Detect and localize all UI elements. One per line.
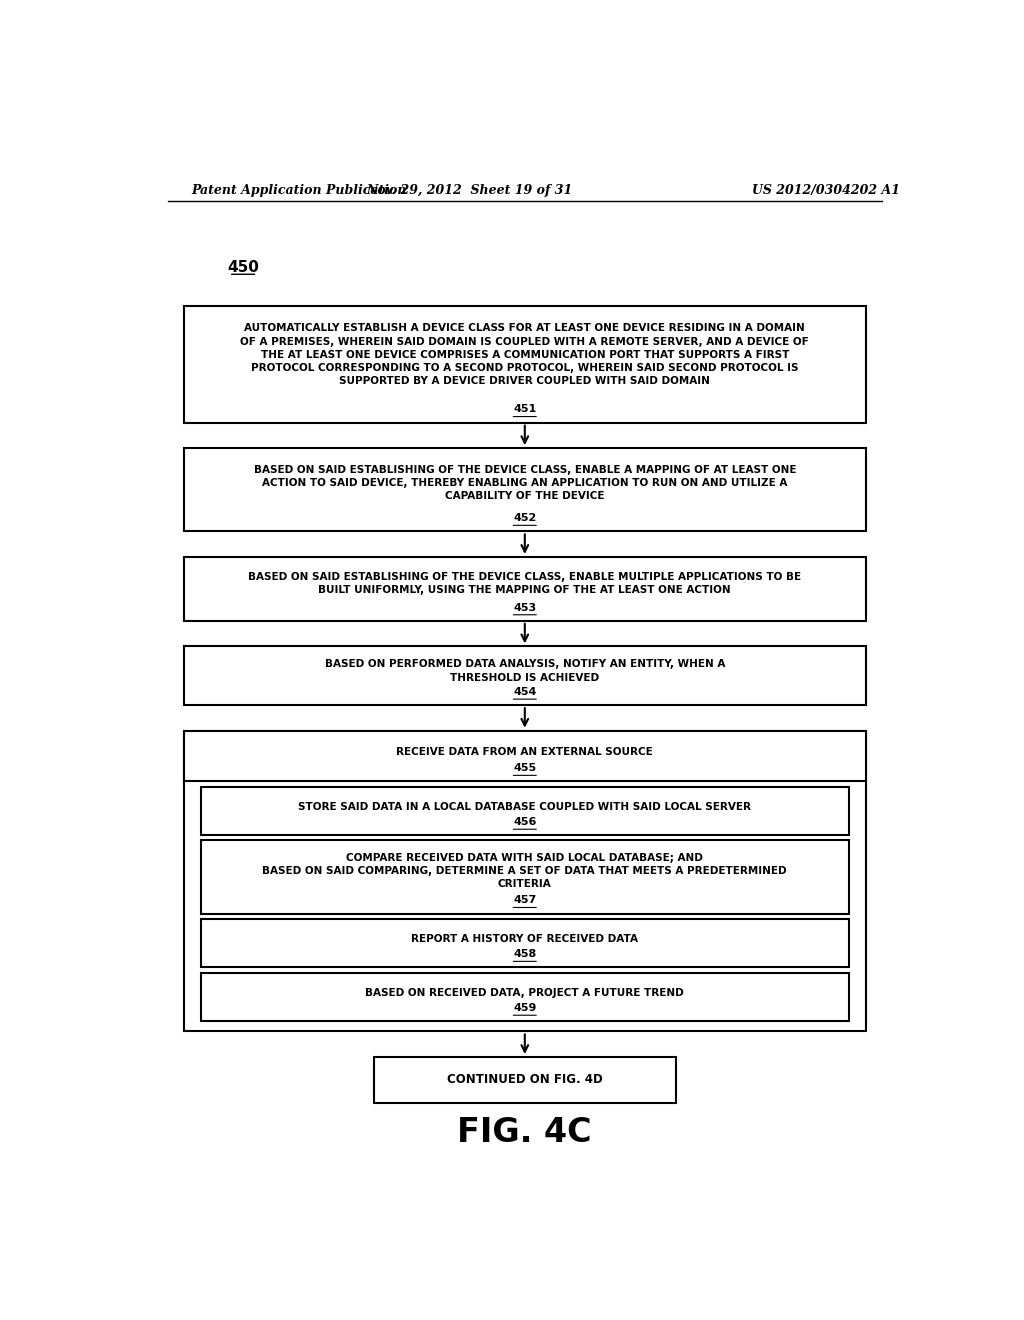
FancyBboxPatch shape	[183, 647, 866, 705]
Text: 453: 453	[513, 603, 537, 612]
FancyBboxPatch shape	[201, 787, 849, 836]
FancyBboxPatch shape	[183, 447, 866, 532]
FancyBboxPatch shape	[201, 919, 849, 968]
FancyBboxPatch shape	[183, 557, 866, 620]
Text: 459: 459	[513, 1003, 537, 1014]
Text: 450: 450	[227, 260, 259, 275]
Text: STORE SAID DATA IN A LOCAL DATABASE COUPLED WITH SAID LOCAL SERVER: STORE SAID DATA IN A LOCAL DATABASE COUP…	[298, 803, 752, 812]
Text: CONTINUED ON FIG. 4D: CONTINUED ON FIG. 4D	[446, 1073, 603, 1086]
Text: Patent Application Publication: Patent Application Publication	[191, 185, 407, 198]
Text: BASED ON RECEIVED DATA, PROJECT A FUTURE TREND: BASED ON RECEIVED DATA, PROJECT A FUTURE…	[366, 989, 684, 998]
FancyBboxPatch shape	[183, 731, 866, 781]
Text: Nov. 29, 2012  Sheet 19 of 31: Nov. 29, 2012 Sheet 19 of 31	[367, 185, 572, 198]
Text: BASED ON PERFORMED DATA ANALYSIS, NOTIFY AN ENTITY, WHEN A
THRESHOLD IS ACHIEVED: BASED ON PERFORMED DATA ANALYSIS, NOTIFY…	[325, 660, 725, 682]
Text: REPORT A HISTORY OF RECEIVED DATA: REPORT A HISTORY OF RECEIVED DATA	[412, 935, 638, 944]
Text: COMPARE RECEIVED DATA WITH SAID LOCAL DATABASE; AND
BASED ON SAID COMPARING, DET: COMPARE RECEIVED DATA WITH SAID LOCAL DA…	[262, 853, 787, 890]
Text: FIG. 4C: FIG. 4C	[458, 1115, 592, 1148]
Text: BASED ON SAID ESTABLISHING OF THE DEVICE CLASS, ENABLE MULTIPLE APPLICATIONS TO : BASED ON SAID ESTABLISHING OF THE DEVICE…	[248, 572, 802, 595]
FancyBboxPatch shape	[183, 306, 866, 422]
Text: US 2012/0304202 A1: US 2012/0304202 A1	[753, 185, 900, 198]
Text: 456: 456	[513, 817, 537, 828]
FancyBboxPatch shape	[374, 1057, 676, 1102]
FancyBboxPatch shape	[201, 973, 849, 1022]
Text: 457: 457	[513, 895, 537, 906]
Text: 451: 451	[513, 404, 537, 414]
Text: BASED ON SAID ESTABLISHING OF THE DEVICE CLASS, ENABLE A MAPPING OF AT LEAST ONE: BASED ON SAID ESTABLISHING OF THE DEVICE…	[254, 465, 796, 502]
Text: 458: 458	[513, 949, 537, 960]
FancyBboxPatch shape	[201, 841, 849, 913]
Text: 454: 454	[513, 686, 537, 697]
Text: RECEIVE DATA FROM AN EXTERNAL SOURCE: RECEIVE DATA FROM AN EXTERNAL SOURCE	[396, 747, 653, 756]
Text: 452: 452	[513, 513, 537, 523]
Text: AUTOMATICALLY ESTABLISH A DEVICE CLASS FOR AT LEAST ONE DEVICE RESIDING IN A DOM: AUTOMATICALLY ESTABLISH A DEVICE CLASS F…	[241, 323, 809, 387]
Text: 455: 455	[513, 763, 537, 774]
